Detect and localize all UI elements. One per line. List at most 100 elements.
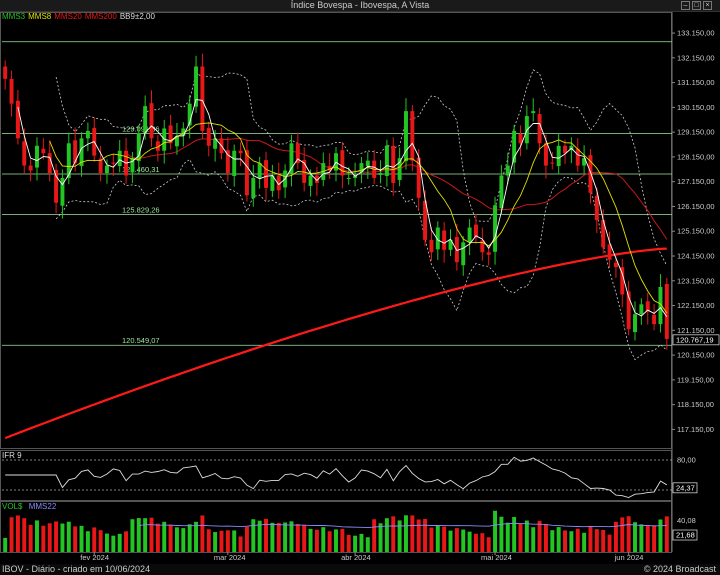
candle-body	[168, 125, 173, 144]
volume-last-label: 21,68	[676, 531, 695, 540]
volume-bar	[658, 519, 663, 552]
volume-bar	[384, 518, 389, 552]
candle-body	[251, 177, 256, 199]
candle-body	[174, 135, 179, 147]
candle-body	[664, 284, 669, 339]
volume-bar	[219, 530, 224, 552]
candle-body	[658, 286, 663, 325]
y-tick-label: 126.150,00	[677, 202, 715, 211]
volume-bar	[283, 522, 288, 552]
x-tick-label: mai 2024	[481, 553, 512, 562]
volume-bar	[537, 520, 542, 552]
ifr-last-tag	[672, 482, 698, 494]
volume-bar	[162, 521, 167, 552]
legend-mms8[interactable]: MMS8	[28, 12, 52, 21]
volume-bar	[372, 519, 377, 552]
y-tick-label: 120.150,00	[677, 351, 715, 360]
y-tick-label: 117.150,00	[677, 425, 714, 434]
indicator-legend: MMS3 MMS8 MMS20 MMS200 BB9±2,00	[2, 12, 158, 21]
ifr-line	[5, 456, 668, 498]
ifr-label[interactable]: IFR 9	[2, 451, 22, 460]
minimize-icon[interactable]: –	[681, 1, 690, 10]
volume-bar	[391, 516, 396, 552]
candle-body	[28, 165, 33, 171]
close-icon[interactable]: ×	[703, 1, 712, 10]
level-label: 129.091,86	[122, 125, 160, 134]
volume-bar	[423, 518, 428, 552]
volume-bar	[22, 518, 27, 552]
candle-body	[448, 239, 453, 250]
volume-bar	[321, 527, 326, 552]
x-tick-label: mar 2024	[214, 553, 246, 562]
candle-body	[295, 143, 300, 164]
volume-bar	[54, 521, 59, 552]
candle-body	[467, 227, 472, 243]
volume-bar	[346, 534, 351, 552]
bollinger-lower-band	[55, 158, 668, 361]
status-footer: IBOV - Diário - criado em 10/06/2024 © 2…	[0, 564, 720, 575]
volume-tick-label: 40,08	[677, 516, 696, 525]
volume-bar	[264, 518, 268, 552]
bollinger-upper-band	[55, 69, 668, 266]
volume-bar	[168, 524, 173, 552]
candle-body	[359, 163, 364, 173]
volume-bar	[270, 522, 275, 552]
y-tick-label: 130.150,00	[677, 103, 715, 112]
vol-label[interactable]: VOL$	[2, 502, 23, 511]
maximize-icon[interactable]: □	[692, 1, 701, 10]
vol-ma-label[interactable]: MMS22	[28, 502, 57, 511]
candle-body	[531, 111, 536, 114]
candle-body	[257, 163, 262, 178]
candle-body	[111, 162, 116, 164]
window-title: Índice Bovespa - Ibovespa, A Vista	[290, 0, 430, 10]
candle-body	[429, 239, 434, 253]
volume-bar	[493, 510, 498, 552]
volume-bar	[327, 531, 332, 552]
volume-bar	[302, 524, 307, 552]
volume-bar	[85, 531, 90, 552]
volume-bar	[486, 537, 491, 552]
volume-bar	[404, 515, 408, 552]
candle-body	[41, 148, 46, 154]
y-tick-label: 121.150,00	[677, 326, 715, 335]
volume-bar	[645, 525, 650, 552]
volume-bar	[429, 527, 434, 552]
y-tick-label: 123.150,00	[677, 276, 715, 285]
volume-bar	[518, 523, 523, 552]
volume-bar	[505, 522, 510, 552]
x-tick-label: fev 2024	[80, 553, 109, 562]
volume-bar	[136, 518, 141, 552]
candle-body	[486, 252, 491, 255]
candle-body	[143, 106, 148, 134]
legend-bb[interactable]: BB9±2,00	[119, 12, 155, 21]
volume-bar	[575, 528, 580, 552]
volume-bar	[473, 533, 478, 552]
volume-bar	[244, 526, 249, 552]
volume-bar	[633, 522, 637, 552]
level-label: 120.549,07	[122, 336, 160, 345]
candle-body	[149, 103, 154, 139]
candle-body	[232, 150, 237, 176]
ifr-tick-label: 80,00	[677, 456, 696, 465]
volume-bar	[194, 521, 199, 552]
volume-bar	[499, 516, 504, 552]
volume-bar	[626, 516, 631, 552]
volume-bar	[174, 527, 179, 552]
legend-mms3[interactable]: MMS3	[2, 12, 26, 21]
candle-body	[314, 175, 319, 183]
candle-body	[480, 240, 485, 253]
candle-body	[308, 175, 313, 186]
candle-body	[575, 148, 580, 166]
volume-bar	[512, 517, 517, 552]
volume-bar	[639, 524, 644, 552]
volume-legend: VOL$ MMS22	[2, 502, 56, 511]
y-tick-label: 129.150,00	[677, 128, 715, 137]
volume-bar	[251, 519, 256, 552]
legend-mms200[interactable]: MMS200	[84, 12, 117, 21]
candle-body	[613, 262, 618, 268]
legend-mms20[interactable]: MMS20	[54, 12, 82, 21]
volume-bar	[543, 524, 548, 552]
x-tick-label: abr 2024	[341, 553, 371, 562]
volume-bar	[378, 523, 383, 552]
